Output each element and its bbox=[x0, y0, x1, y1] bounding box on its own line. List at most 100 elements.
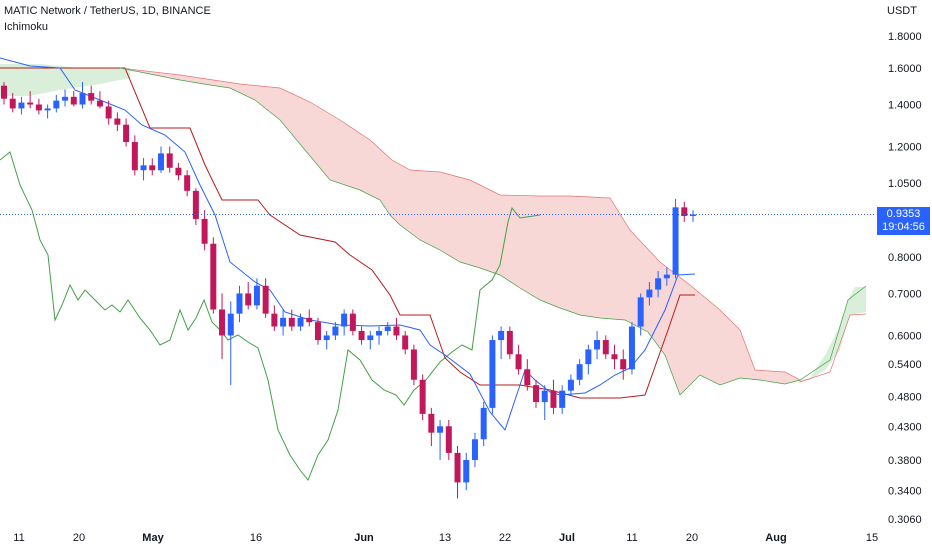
candle-body bbox=[681, 207, 688, 217]
candle-body bbox=[62, 96, 69, 101]
candle-body bbox=[349, 313, 356, 331]
candle-body bbox=[506, 330, 513, 355]
x-tick-label: 13 bbox=[439, 532, 451, 544]
candle-body bbox=[35, 104, 42, 111]
y-tick-label: 0.7000 bbox=[888, 288, 922, 300]
x-tick-label: Jun bbox=[354, 532, 374, 544]
candle-body bbox=[437, 426, 444, 433]
candles bbox=[1, 82, 696, 499]
candle-body bbox=[585, 349, 592, 365]
candle-body bbox=[253, 285, 260, 306]
x-tick-label: 11 bbox=[13, 532, 24, 544]
candle-body bbox=[541, 390, 548, 403]
candle-body bbox=[306, 317, 313, 323]
candle-body bbox=[157, 153, 164, 171]
candle-body bbox=[480, 407, 487, 440]
candle-body bbox=[341, 313, 348, 327]
candle-body bbox=[280, 317, 287, 327]
cloud-bullish bbox=[790, 287, 866, 382]
last-price-value: 0.9353 bbox=[886, 208, 921, 220]
x-tick-label: 16 bbox=[250, 532, 262, 544]
candle-body bbox=[79, 93, 86, 105]
senkou-span-b bbox=[119, 67, 867, 383]
candle-body bbox=[428, 413, 435, 433]
senkou-span-a bbox=[119, 67, 867, 396]
candle-body bbox=[18, 102, 25, 109]
tenkan-sen bbox=[0, 57, 696, 432]
x-tick-label: Aug bbox=[765, 532, 786, 544]
x-tick-label: May bbox=[142, 532, 164, 544]
candle-body bbox=[236, 293, 243, 314]
candle-body bbox=[655, 278, 662, 290]
candle-body bbox=[646, 289, 653, 298]
candle-body bbox=[245, 293, 252, 306]
candle-body bbox=[227, 313, 234, 336]
candle-body bbox=[663, 274, 670, 279]
candle-body bbox=[637, 297, 644, 327]
bar-countdown: 19:04:56 bbox=[882, 221, 925, 233]
y-tick-label: 0.3060 bbox=[888, 514, 922, 526]
candle-body bbox=[262, 285, 269, 314]
candle-body bbox=[149, 165, 156, 171]
candle-body bbox=[192, 190, 199, 219]
candle-body bbox=[498, 330, 505, 341]
x-tick-label: 22 bbox=[499, 532, 511, 544]
chart-title: MATIC Network / TetherUS, 1D, BINANCE bbox=[4, 5, 211, 17]
y-tick-label: 1.2000 bbox=[888, 142, 922, 154]
candle-body bbox=[672, 207, 679, 275]
currency-label: USDT bbox=[887, 5, 917, 17]
candle-body bbox=[1, 85, 7, 99]
y-tick-label: 0.6000 bbox=[888, 330, 922, 342]
ichimoku-lines bbox=[0, 57, 867, 481]
x-tick-label: Jul bbox=[559, 532, 575, 544]
y-tick-label: 1.4000 bbox=[888, 100, 922, 112]
y-tick-label: 1.0500 bbox=[888, 178, 922, 190]
indicator-label[interactable]: Ichimoku bbox=[4, 21, 49, 33]
x-tick-label: 20 bbox=[73, 532, 85, 544]
candle-body bbox=[533, 385, 540, 403]
candle-body bbox=[567, 379, 574, 391]
candle-body bbox=[297, 317, 304, 327]
candle-body bbox=[166, 153, 173, 168]
candle-body bbox=[602, 340, 609, 355]
candle-body bbox=[323, 335, 330, 341]
candle-body bbox=[27, 102, 34, 105]
candle-body bbox=[123, 124, 130, 143]
candle-body bbox=[454, 452, 461, 483]
candle-body bbox=[559, 390, 566, 408]
x-axis: 11 20 May 16 Jun 13 22 Jul 11 20 Aug 15 bbox=[13, 532, 878, 544]
candle-body bbox=[611, 354, 618, 360]
y-axis: 1.8000 1.6000 1.4000 1.2000 1.0500 0.8000 0.70… bbox=[888, 31, 922, 526]
y-tick-label: 0.5400 bbox=[888, 359, 922, 371]
candle-body bbox=[524, 369, 531, 386]
candle-body bbox=[367, 335, 374, 341]
candle-body bbox=[219, 309, 226, 336]
candle-body bbox=[184, 175, 191, 191]
candle-body bbox=[314, 322, 321, 341]
candle-body bbox=[393, 326, 400, 336]
y-tick-label: 1.8000 bbox=[888, 31, 922, 43]
y-tick-label: 0.4800 bbox=[888, 391, 922, 403]
candle-body bbox=[53, 100, 60, 109]
cloud-bullish-left bbox=[0, 64, 130, 96]
candle-body bbox=[628, 326, 635, 370]
y-tick-label: 0.4300 bbox=[888, 421, 922, 433]
candle-body bbox=[550, 390, 557, 408]
candle-body bbox=[620, 359, 627, 370]
candle-body bbox=[88, 93, 95, 101]
candle-body bbox=[471, 439, 478, 460]
ichimoku-cloud bbox=[0, 64, 866, 395]
cloud-bearish bbox=[120, 68, 800, 395]
candle-body bbox=[201, 218, 208, 244]
candle-body bbox=[358, 330, 365, 341]
candle-body bbox=[288, 317, 295, 327]
candle-body bbox=[384, 326, 391, 331]
candle-body bbox=[96, 100, 103, 107]
candle-body bbox=[594, 340, 601, 350]
candle-body bbox=[410, 349, 417, 380]
candle-body bbox=[332, 326, 339, 336]
candle-body bbox=[140, 165, 147, 171]
last-price-tag: 0.9353 19:04:56 bbox=[877, 207, 930, 235]
candle-body bbox=[9, 98, 16, 109]
